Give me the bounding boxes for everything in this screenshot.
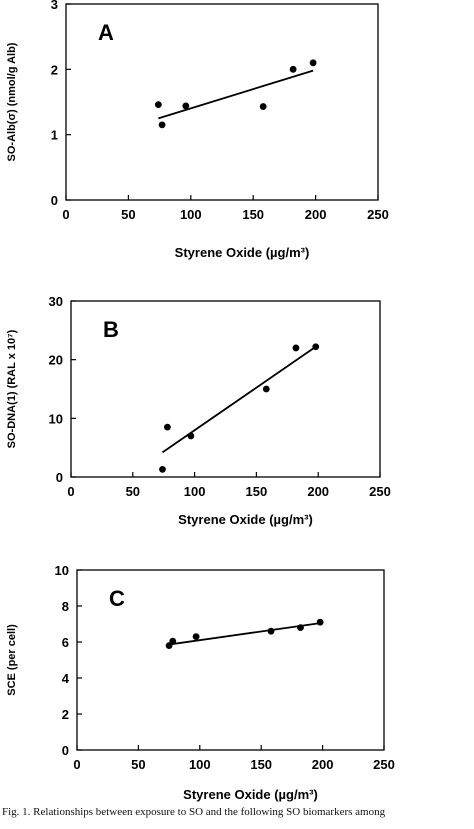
panel-c-x-tick-label: 100 [189,757,211,772]
panel-a-data-point [259,103,267,110]
panel-b-data-point [164,423,171,431]
panel-c-y-tick-label: 0 [62,743,69,758]
panel-b-data-point [312,343,320,351]
panel-b-trendline [161,346,317,454]
panel-b-data-point [187,432,195,440]
panel-b-x-tick-label: 150 [246,484,268,499]
panel-c-y-tick-label: 6 [62,635,69,650]
panel-a-y-tick-label: 2 [51,62,58,77]
panel-b-x-tick-label: 50 [126,484,140,499]
panel-c-data-point [165,642,173,649]
panel-a-data-point [158,121,166,129]
panel-a-y-tick-label: 1 [51,128,58,143]
panel-a-letter: A [98,20,114,45]
panel-b-x-axis-title: Styrene Oxide (µg/m³) [178,512,313,527]
panel-b-x-tick-label: 200 [307,484,329,499]
panel-c-y-tick-label: 2 [62,707,69,722]
panel-c-data-point [267,627,275,635]
panel-c-x-tick-label: 200 [312,757,334,772]
panel-a-data-point [309,59,317,67]
panel-a-data-point [182,102,190,110]
panel-b-data-point [159,465,166,473]
panel-b-x-tick-label: 100 [184,484,206,499]
panel-c-data-point [169,637,177,645]
panel-a-x-tick-label: 100 [180,207,202,222]
panel-c-x-tick-label: 50 [131,757,145,772]
panel-a-x-tick-label: 200 [305,207,327,222]
panel-c-data-point [192,633,200,640]
panel-c-x-tick-label: 250 [373,757,395,772]
panel-c-y-tick-label: 4 [62,671,70,686]
panel-b-plot-frame [70,300,381,478]
panel-c-x-tick-label: 150 [250,757,272,772]
panel-c-x-tick-label: 0 [73,757,80,772]
panel-b-y-tick-label: 20 [49,353,63,368]
panel-c-letter: C [109,586,125,611]
panel-b-y-tick-label: 10 [49,411,63,426]
panel-c-y-axis-title: SCE (per cell) [6,624,18,696]
panel-b-y-axis-title: SO-DNA(1) (RAL x 10⁷) [6,329,18,448]
panel-a-x-axis-title: Styrene Oxide (µg/m³) [175,245,310,260]
panel-a-x-tick-label: 250 [367,207,389,222]
panel-b-y-tick-label: 30 [49,294,63,309]
panel-b-data-point [262,385,270,393]
panel-c-x-axis-title: Styrene Oxide (µg/m³) [183,787,318,802]
panel-a-data-point [289,65,297,73]
panel-a-trendline [158,69,314,120]
panel-c-trendline [167,622,321,646]
panel-b-x-tick-label: 0 [67,484,74,499]
panel-c-plot-frame [76,569,385,751]
panel-a-x-tick-label: 0 [62,207,69,222]
panel-b-y-tick-label: 0 [56,470,63,485]
panel-b-letter: B [103,317,119,342]
panel-a-plot-frame [65,3,379,201]
panel-c-data-point [297,624,304,631]
panel-b-data-point [292,344,300,352]
panel-a-x-tick-label: 150 [242,207,264,222]
panel-a-y-tick-label: 0 [51,193,58,208]
panel-a-x-tick-label: 50 [121,207,135,222]
panel-c-y-tick-label: 10 [55,563,69,578]
panel-a-y-tick-label: 3 [51,0,58,12]
panel-a-y-axis-title: SO-Alb(σ) (nmol/g Alb) [6,42,18,161]
panel-b-x-tick-label: 250 [369,484,391,499]
panel-c-y-tick-label: 8 [62,599,69,614]
panel-a-data-point [154,101,162,109]
panel-c-data-point [316,618,324,626]
figure-caption: Fig. 1. Relationships between exposure t… [2,806,386,818]
